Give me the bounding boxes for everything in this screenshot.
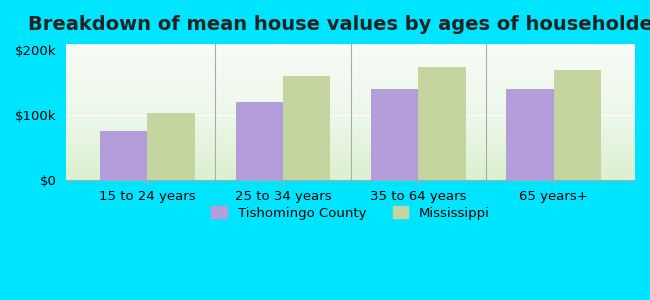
Legend: Tishomingo County, Mississippi: Tishomingo County, Mississippi bbox=[206, 201, 495, 225]
Bar bbox=[148, 113, 195, 180]
Bar bbox=[419, 67, 465, 180]
Bar bbox=[506, 89, 554, 180]
Bar bbox=[554, 70, 601, 180]
Bar bbox=[235, 102, 283, 180]
Title: Breakdown of mean house values by ages of householders: Breakdown of mean house values by ages o… bbox=[27, 15, 650, 34]
Bar bbox=[283, 76, 330, 180]
Bar bbox=[371, 89, 419, 180]
Bar bbox=[100, 131, 148, 180]
